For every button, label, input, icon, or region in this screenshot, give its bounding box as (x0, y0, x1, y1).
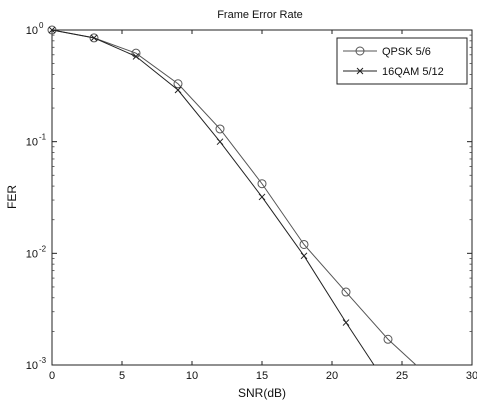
data-point (90, 34, 98, 42)
series-1 (48, 26, 375, 366)
x-axis-ticks: 0 5 10 15 20 25 30 (49, 30, 477, 382)
data-point (257, 179, 267, 189)
legend-entry: 16QAM 5/12 (343, 66, 444, 78)
data-point (258, 193, 266, 201)
data-point (299, 239, 309, 249)
y-tick-base: 10 (26, 137, 38, 149)
y-tick-label: 10 (26, 360, 38, 372)
data-point (342, 319, 350, 326)
y-tick-base: 10 (26, 248, 38, 260)
legend-marker (355, 46, 365, 56)
series-line (51, 29, 375, 366)
x-axis-label: SNR(dB) (238, 386, 286, 400)
y-tick-exponent: -3 (39, 356, 47, 365)
x-tick-label: 0 (49, 370, 55, 382)
data-point (131, 48, 141, 58)
x-tick-label: 25 (396, 370, 408, 382)
data-point (89, 33, 99, 43)
y-tick-exponent: 0 (39, 21, 44, 30)
y-tick-label: 10 (26, 137, 38, 149)
series-line (51, 29, 417, 366)
legend: QPSK 5/6 16QAM 5/12 (336, 37, 468, 85)
legend-entry: QPSK 5/6 (343, 46, 431, 58)
data-point (173, 79, 183, 89)
data-point (47, 25, 57, 35)
legend-marker (356, 67, 364, 75)
data-point (174, 86, 182, 94)
data-point (215, 124, 225, 134)
data-point (383, 334, 393, 344)
x-tick-label: 20 (326, 370, 338, 382)
y-tick-base: 10 (26, 360, 38, 372)
data-point (300, 252, 308, 260)
series-0 (47, 25, 417, 366)
legend-box (336, 37, 468, 85)
y-tick-exponent: -2 (39, 244, 47, 253)
x-tick-label: 10 (186, 370, 198, 382)
x-tick-label: 30 (466, 370, 477, 382)
series-layer (47, 25, 417, 366)
legend-label: 16QAM 5/12 (382, 66, 444, 78)
x-tick-label: 5 (119, 370, 125, 382)
data-point (216, 138, 224, 146)
y-tick-base: 10 (26, 25, 38, 37)
data-point (132, 53, 140, 60)
data-point (341, 287, 351, 297)
y-tick-label: 10 (26, 25, 38, 37)
y-tick-exponent: -1 (39, 133, 47, 142)
x-tick-label: 15 (256, 370, 268, 382)
chart-title: Frame Error Rate (217, 9, 303, 21)
y-axis-label: FER (5, 185, 19, 209)
legend-label: QPSK 5/6 (382, 46, 431, 58)
y-tick-label: 10 (26, 248, 38, 260)
data-point (48, 26, 56, 34)
